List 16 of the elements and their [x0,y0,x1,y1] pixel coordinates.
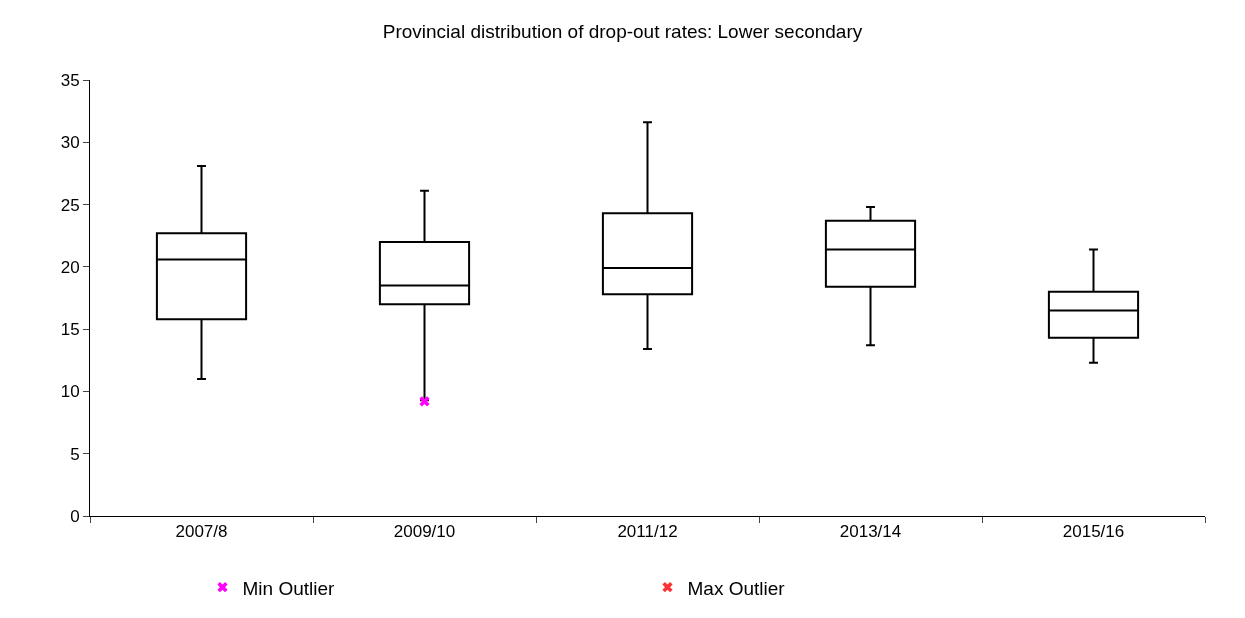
x-tick-label: 2013/14 [839,522,902,542]
x-tick-label: 2007/8 [175,522,228,542]
y-tick-label: 30 [60,133,80,153]
x-tick-label: 2009/10 [393,522,456,542]
chart-title: Provincial distribution of drop-out rates: Lower secondary [382,21,863,43]
y-tick-label: 10 [60,382,80,402]
legend-label: Max Outlier [687,577,786,599]
y-tick-label: 20 [60,257,80,277]
x-tick-label: 2011/12 [617,522,678,542]
y-tick-label: 15 [60,320,80,340]
y-tick-label: 35 [60,70,80,90]
x-tick-label: 2015/16 [1062,522,1125,542]
y-tick-label: 0 [70,506,80,526]
y-tick-label: 25 [60,195,80,215]
y-tick-label: 5 [70,444,80,464]
legend-label: Min Outlier [242,577,336,599]
